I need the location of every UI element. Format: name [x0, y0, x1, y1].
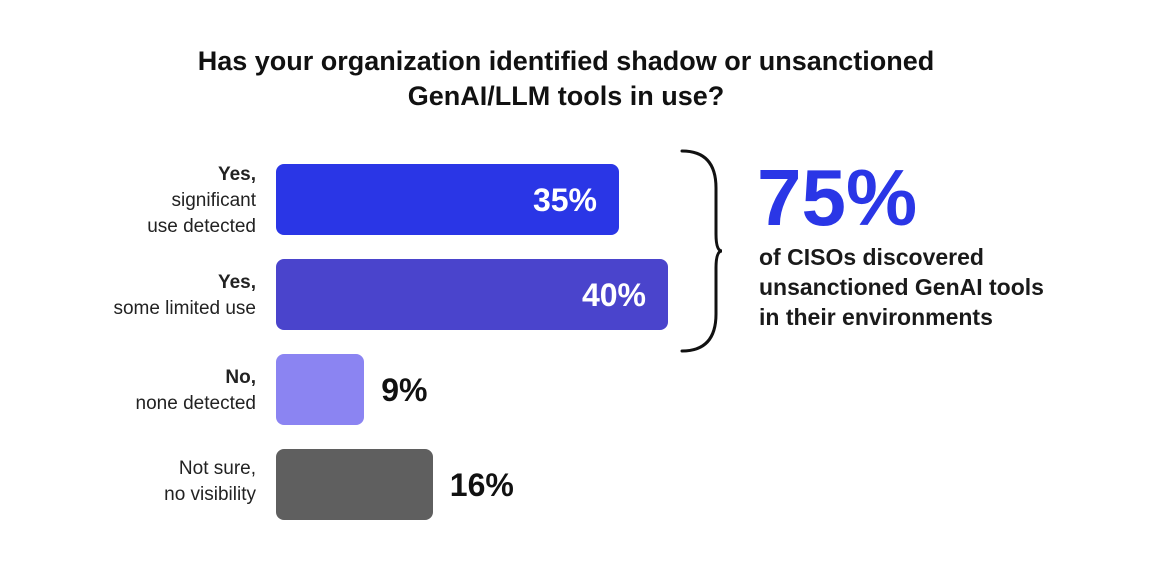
bar-value-label: 35% [532, 181, 597, 218]
category-label: Not sure, no visibility [164, 456, 256, 508]
category-label-line: use detected [147, 216, 256, 237]
category-label-line: significant [171, 190, 257, 211]
bracket-icon [680, 149, 723, 353]
category-label-line: none detected [135, 393, 256, 414]
category-label-strong: Yes, [217, 272, 256, 293]
chart-title: Has your organization identified shadow … [0, 44, 1132, 114]
callout-line-3: in their environments [759, 304, 993, 330]
bar [276, 259, 668, 330]
callout-line-2: unsanctioned GenAI tools [759, 274, 1044, 300]
chart-title-line-1: Has your organization identified shadow … [197, 46, 935, 76]
callout-text: of CISOs discovered unsanctioned GenAI t… [759, 242, 1119, 332]
category-label: Yes, significant use detected [147, 162, 256, 240]
category-label: No, none detected [136, 365, 256, 417]
bar-value-label: 9% [381, 371, 428, 408]
category-label: Yes, some limited use [113, 270, 256, 322]
category-label-strong: Yes, [217, 164, 256, 185]
callout-line-1: of CISOs discovered [759, 244, 984, 270]
bar-value-label: 40% [581, 276, 646, 313]
bar [276, 354, 365, 425]
category-label-line: Not sure, [178, 458, 256, 479]
category-label-line: no visibility [164, 484, 256, 505]
bar [276, 449, 433, 520]
bar-value-label: 16% [449, 466, 514, 503]
category-label-line: some limited use [113, 298, 256, 319]
bar [276, 164, 619, 235]
chart-title-line-2: GenAI/LLM tools in use? [407, 81, 725, 111]
callout-percentage: 75% [757, 153, 918, 242]
category-label-strong: No, [225, 367, 256, 388]
